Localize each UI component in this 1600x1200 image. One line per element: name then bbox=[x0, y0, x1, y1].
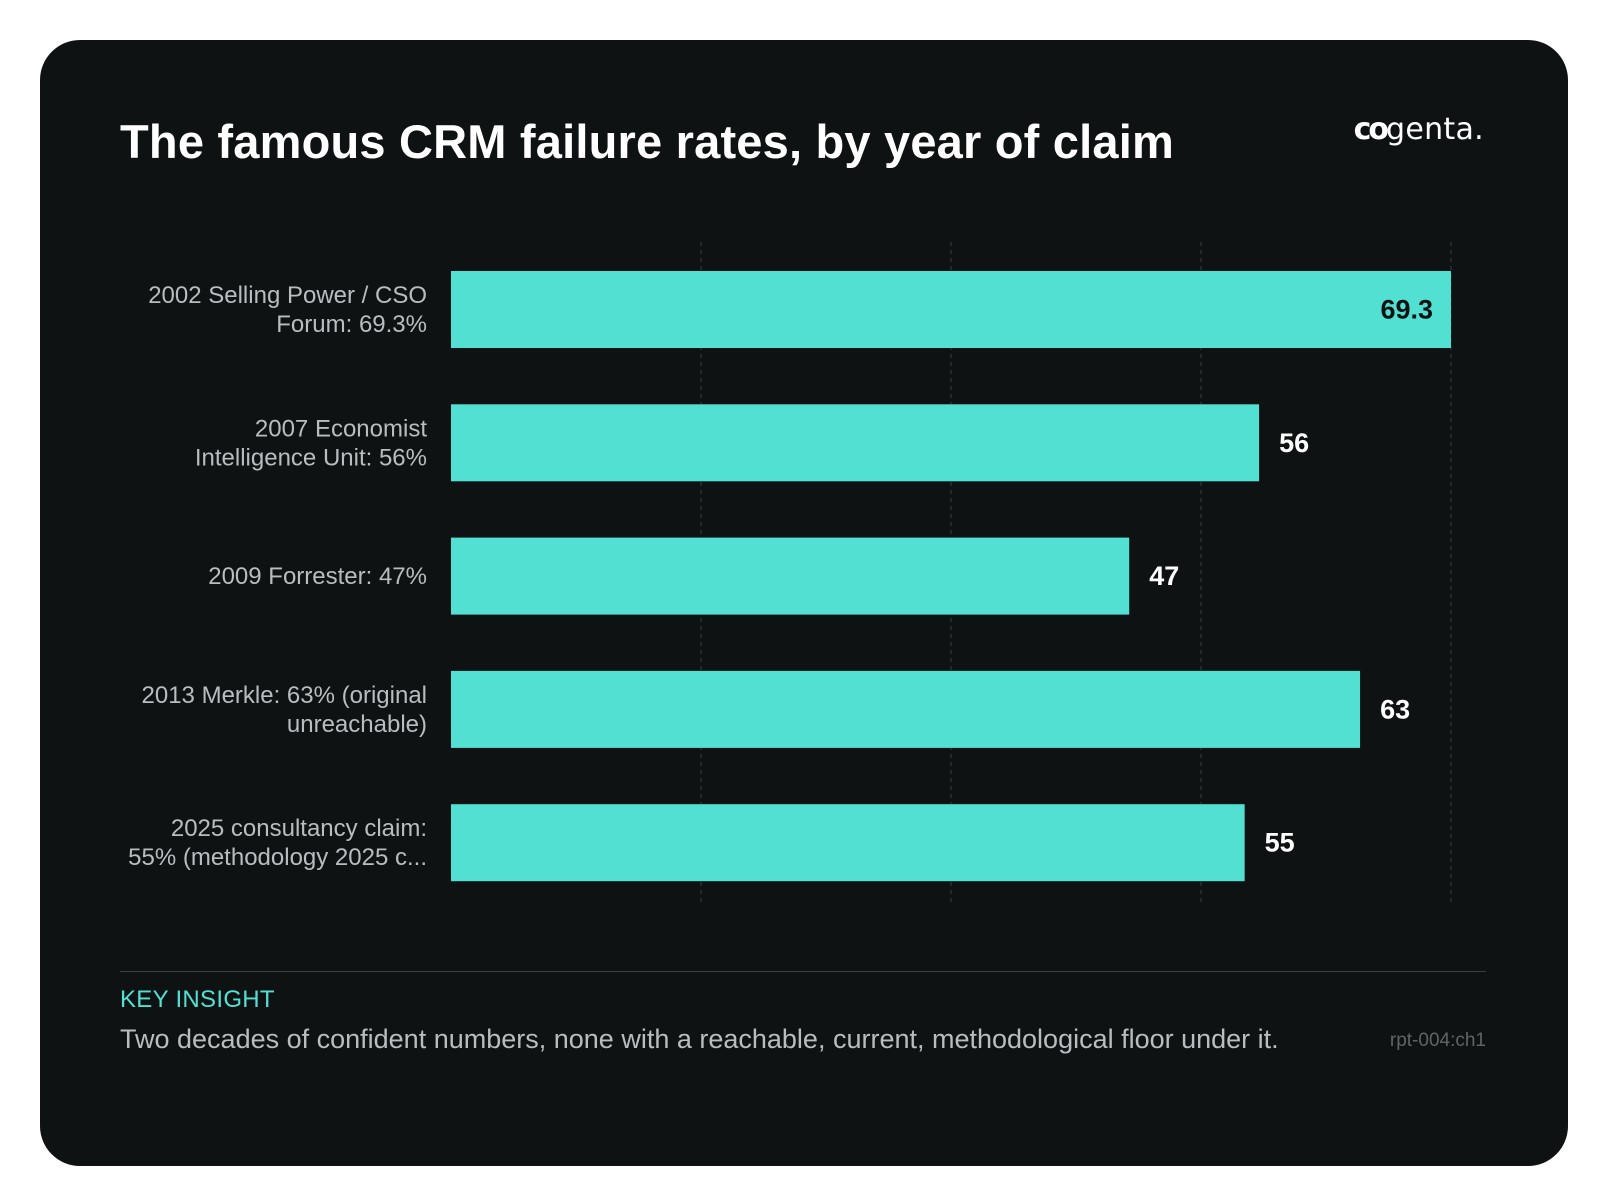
category-label: unreachable) bbox=[287, 711, 427, 738]
category-label: 2009 Forrester: 47% bbox=[208, 563, 427, 590]
bar bbox=[451, 537, 1130, 615]
value-label: 55 bbox=[1265, 828, 1295, 858]
category-label: 2002 Selling Power / CSO bbox=[148, 282, 427, 309]
reference-code: rpt-004:ch1 bbox=[1389, 1030, 1486, 1051]
bar bbox=[451, 804, 1245, 882]
category-label: Intelligence Unit: 56% bbox=[195, 444, 427, 471]
logo-mark: co bbox=[1353, 112, 1389, 147]
category-label: 2025 consultancy claim: bbox=[171, 815, 427, 842]
bar bbox=[451, 670, 1361, 748]
value-label: 47 bbox=[1149, 561, 1179, 591]
category-label: 2013 Merkle: 63% (original bbox=[142, 682, 427, 709]
insight-divider bbox=[120, 971, 1486, 972]
category-label: 2007 Economist bbox=[255, 415, 427, 442]
bar-group: 2025 consultancy claim:55% (methodology … bbox=[128, 804, 1295, 882]
bar-group: 2009 Forrester: 47% 47 bbox=[208, 537, 1179, 615]
bar bbox=[451, 404, 1260, 482]
logo-wordmark: genta. bbox=[1386, 112, 1484, 147]
report-card: The famous CRM failure rates, by year of… bbox=[40, 40, 1568, 1166]
category-label: 55% (methodology 2025 c... bbox=[128, 844, 427, 871]
bar bbox=[451, 271, 1451, 348]
insight-label: KEY INSIGHT bbox=[120, 986, 275, 1013]
brand-logo: cogenta. bbox=[1354, 112, 1484, 147]
chart-title: The famous CRM failure rates, by year of… bbox=[120, 115, 1174, 168]
category-label: Forum: 69.3% bbox=[276, 311, 427, 338]
insight-text: Two decades of confident numbers, none w… bbox=[120, 1024, 1279, 1054]
value-label: 63 bbox=[1380, 694, 1410, 724]
value-label: 69.3 bbox=[1380, 295, 1433, 325]
value-label: 56 bbox=[1279, 428, 1309, 458]
